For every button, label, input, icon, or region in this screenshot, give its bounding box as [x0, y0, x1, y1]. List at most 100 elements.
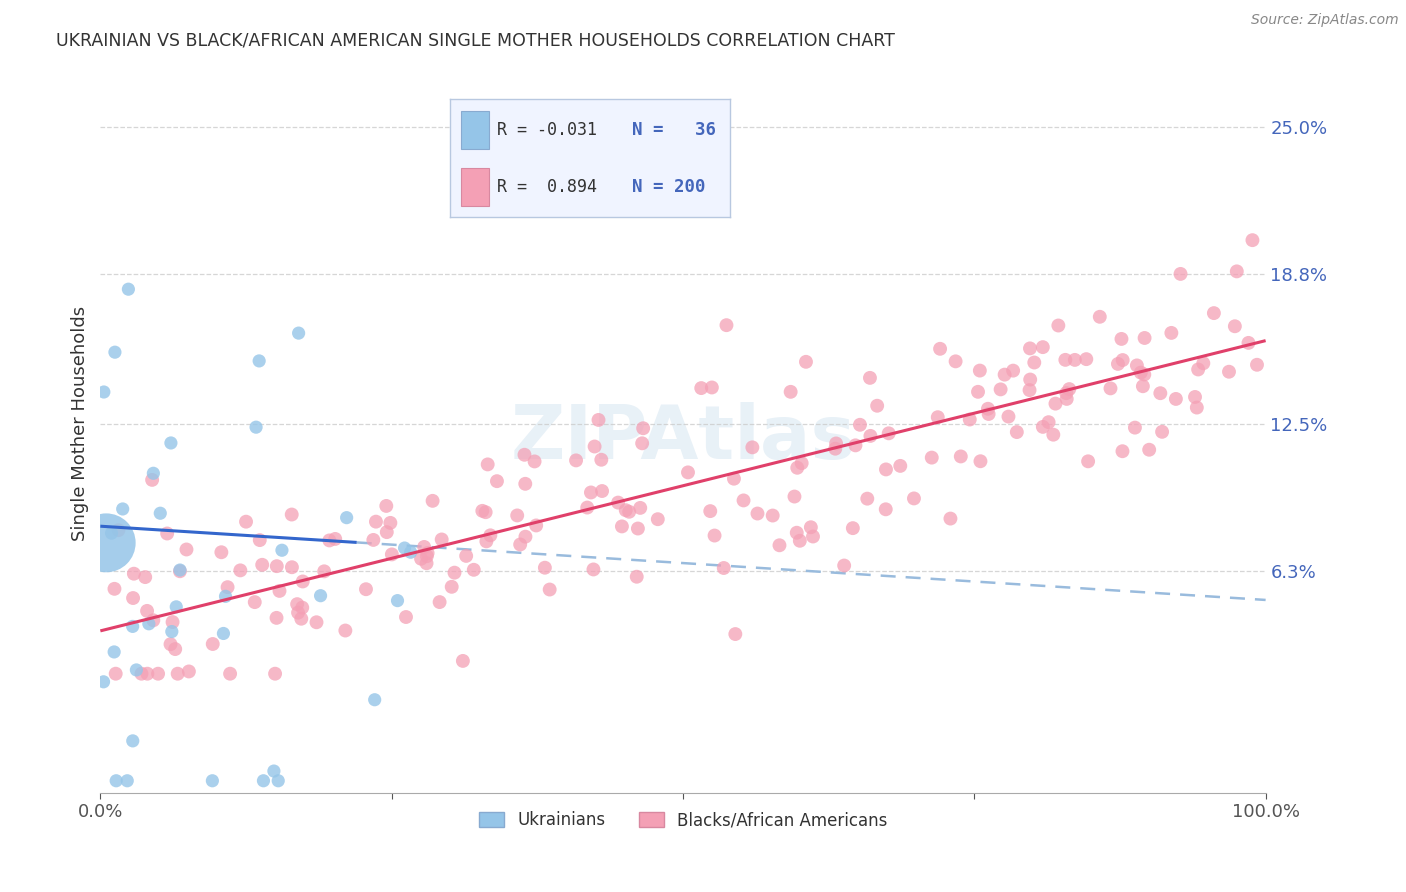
Point — [117, 282, 139, 296]
Point — [142, 613, 165, 627]
Text: UKRAINIAN VS BLACK/AFRICAN AMERICAN SINGLE MOTHER HOUSEHOLDS CORRELATION CHART: UKRAINIAN VS BLACK/AFRICAN AMERICAN SING… — [56, 31, 896, 49]
Point — [945, 354, 967, 368]
Point — [565, 453, 588, 467]
Point — [93, 384, 115, 399]
Point — [117, 773, 139, 788]
Point — [1132, 379, 1154, 393]
Point — [768, 538, 790, 552]
Point — [266, 611, 288, 625]
Point — [1099, 381, 1122, 395]
Point — [219, 666, 242, 681]
Point — [1056, 392, 1078, 406]
Point — [166, 666, 188, 681]
Point — [1152, 425, 1174, 439]
Point — [142, 467, 165, 481]
Point — [747, 507, 769, 521]
Point — [794, 355, 817, 369]
Point — [229, 563, 252, 577]
Point — [977, 407, 1000, 421]
Point — [800, 520, 823, 534]
Point — [713, 561, 735, 575]
Point — [1002, 364, 1025, 378]
Point — [156, 526, 179, 541]
Point — [703, 528, 725, 542]
Point — [416, 549, 439, 564]
Point — [1047, 318, 1070, 333]
Point — [676, 466, 699, 480]
Legend: Ukrainians, Blacks/African Americans: Ukrainians, Blacks/African Americans — [472, 805, 894, 836]
Point — [699, 504, 721, 518]
Point — [381, 548, 404, 562]
Point — [107, 523, 129, 537]
Point — [463, 563, 485, 577]
Point — [364, 515, 387, 529]
Point — [281, 560, 304, 574]
Point — [866, 399, 889, 413]
Point — [1111, 444, 1133, 458]
Point — [801, 529, 824, 543]
Point — [509, 537, 531, 551]
Point — [477, 458, 499, 472]
Point — [456, 549, 478, 563]
Point — [614, 503, 637, 517]
Point — [1129, 366, 1152, 380]
Point — [394, 541, 416, 555]
Point — [165, 599, 187, 614]
Point — [628, 500, 651, 515]
Point — [700, 380, 723, 394]
Point — [266, 559, 288, 574]
Point — [716, 318, 738, 333]
Point — [269, 583, 291, 598]
Point — [939, 511, 962, 525]
Point — [959, 412, 981, 426]
Point — [104, 345, 127, 359]
Point — [626, 570, 648, 584]
Point — [318, 533, 340, 548]
Point — [263, 764, 285, 778]
Point — [741, 441, 763, 455]
Point — [631, 436, 654, 450]
Point — [779, 384, 801, 399]
Point — [842, 521, 865, 535]
Point — [875, 462, 897, 476]
Point — [247, 354, 270, 368]
Point — [422, 493, 444, 508]
Point — [1184, 390, 1206, 404]
Point — [1192, 356, 1215, 370]
Point — [610, 519, 633, 533]
Point — [1057, 382, 1080, 396]
Point — [387, 593, 409, 607]
Point — [515, 476, 537, 491]
Point — [415, 556, 437, 570]
Point — [1107, 357, 1129, 371]
Point — [138, 616, 160, 631]
Point — [1246, 358, 1268, 372]
Point — [309, 589, 332, 603]
Point — [849, 417, 872, 432]
Point — [245, 420, 267, 434]
Point — [631, 421, 654, 435]
Point — [1170, 267, 1192, 281]
Point — [824, 442, 846, 456]
Point — [105, 773, 128, 788]
Point — [1018, 383, 1040, 397]
Point — [475, 534, 498, 549]
Point — [591, 452, 613, 467]
Point — [690, 381, 713, 395]
Point — [538, 582, 561, 597]
Point — [875, 502, 897, 516]
Point — [314, 565, 336, 579]
Point — [786, 525, 808, 540]
Point — [1063, 352, 1085, 367]
Point — [121, 619, 143, 633]
Point — [264, 666, 287, 681]
Point — [121, 734, 143, 748]
Point — [165, 642, 187, 657]
Point — [375, 499, 398, 513]
Point — [1024, 355, 1046, 369]
Point — [176, 542, 198, 557]
Point — [363, 533, 385, 547]
Point — [1054, 352, 1077, 367]
Text: ZIPAtlas: ZIPAtlas — [510, 402, 855, 475]
Point — [429, 595, 451, 609]
